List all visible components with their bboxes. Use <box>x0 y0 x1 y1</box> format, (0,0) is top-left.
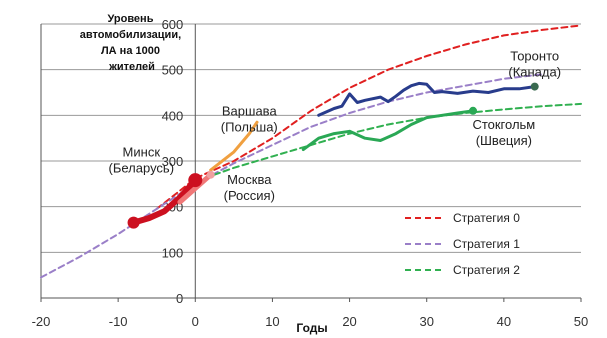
markers-group <box>127 82 539 229</box>
annotation-line: (Швеция) <box>476 133 532 148</box>
x-tick-label: 10 <box>265 314 279 329</box>
y-tick-label: 300 <box>162 154 184 169</box>
annotation-label: Минск (Беларусь) <box>109 144 175 175</box>
annotation-line: Стокгольм <box>472 117 535 132</box>
x-tick-label: 0 <box>192 314 199 329</box>
x-tick-label: 40 <box>497 314 511 329</box>
legend-label: Стратегия 1 <box>453 237 520 251</box>
annotation-line: (Беларусь) <box>109 160 175 175</box>
data-point <box>469 106 477 115</box>
annotation-label: Варшава (Польша) <box>221 103 278 134</box>
data-point <box>206 170 215 179</box>
x-tick-label: 20 <box>342 314 356 329</box>
x-tick-label: -10 <box>109 314 128 329</box>
annotation-line: (Канада) <box>508 65 561 80</box>
annotation-label: Стокгольм (Швеция) <box>472 117 535 148</box>
legend: Стратегия 0 Стратегия 1 Стратегия 2 <box>405 211 520 277</box>
data-point <box>188 173 203 188</box>
x-tick-label: -20 <box>32 314 51 329</box>
annotations-group: Минск (Беларусь) Москва (Россия) Варшава (Пол… <box>109 49 562 203</box>
x-tick-label: 30 <box>419 314 433 329</box>
y-axis-label-line: Уровень <box>107 13 153 25</box>
legend-label: Стратегия 0 <box>453 211 520 225</box>
annotation-line: (Россия) <box>224 188 275 203</box>
series-line <box>130 177 199 226</box>
legend-label: Стратегия 2 <box>453 263 520 277</box>
y-tick-label: 600 <box>162 17 184 32</box>
data-point <box>127 216 140 229</box>
series-line <box>40 73 544 279</box>
x-axis-label: Годы <box>296 321 327 335</box>
series-line <box>209 120 259 172</box>
annotation-line: Москва <box>227 172 272 187</box>
y-axis-label-line: жителей <box>108 61 155 73</box>
annotation-line: (Польша) <box>221 119 278 134</box>
series-line <box>194 102 582 183</box>
y-tick-label: 400 <box>162 108 184 123</box>
annotation-line: Торонто <box>510 49 559 64</box>
x-tick-label: 50 <box>574 314 588 329</box>
series-line <box>317 81 537 117</box>
series-line <box>177 172 214 205</box>
y-axis-label: Уровень автомобилизации, ЛА на 1000 жите… <box>80 13 184 73</box>
series-line <box>301 109 475 152</box>
y-tick-label: 100 <box>162 245 184 260</box>
y-axis-label-line: ЛА на 1000 <box>101 45 160 57</box>
annotation-label: Торонто (Канада) <box>508 49 561 80</box>
y-tick-label: 500 <box>162 63 184 78</box>
annotation-label: Москва (Россия) <box>224 172 275 203</box>
y-axis-label-line: автомобилизации, <box>80 29 181 41</box>
annotation-line: Варшава <box>222 103 278 118</box>
data-point <box>530 82 539 91</box>
annotation-line: Минск <box>123 144 161 159</box>
